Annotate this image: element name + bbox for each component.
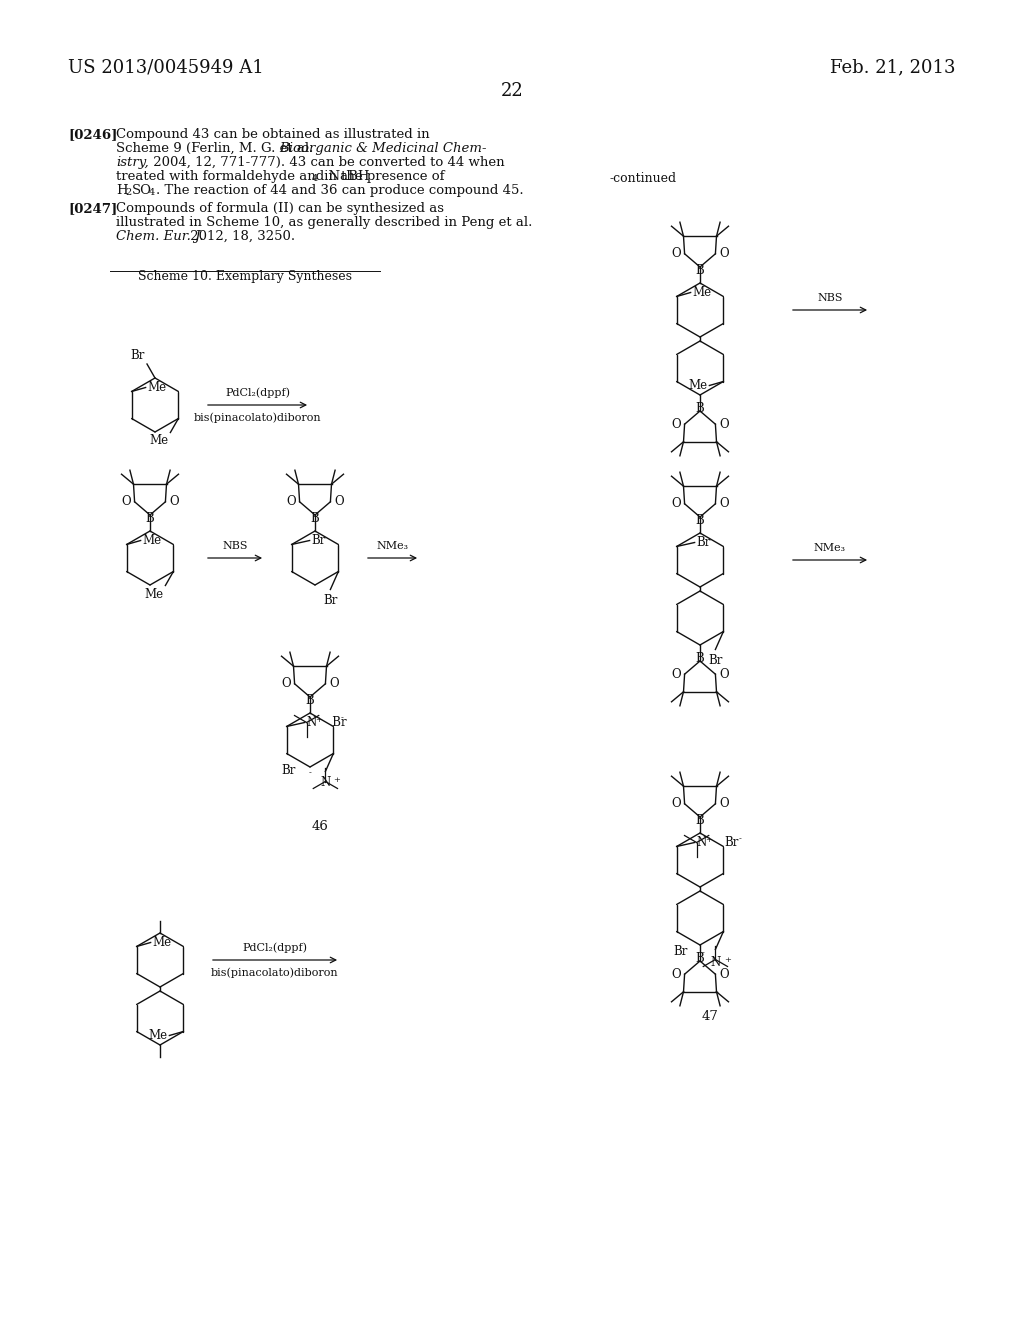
- Text: PdCl₂(dppf): PdCl₂(dppf): [225, 388, 290, 399]
- Text: in the presence of: in the presence of: [319, 170, 444, 183]
- Text: Me: Me: [148, 1030, 167, 1041]
- Text: N: N: [711, 956, 721, 969]
- Text: H: H: [116, 183, 128, 197]
- Text: O: O: [671, 498, 681, 511]
- Text: 47: 47: [701, 1010, 719, 1023]
- Text: istry,: istry,: [116, 156, 148, 169]
- Text: B: B: [695, 652, 705, 664]
- Text: Me: Me: [692, 286, 712, 300]
- Text: NMe₃: NMe₃: [377, 541, 409, 550]
- Text: O: O: [720, 968, 729, 981]
- Text: Compound 43 can be obtained as illustrated in: Compound 43 can be obtained as illustrat…: [116, 128, 430, 141]
- Text: +: +: [724, 957, 731, 965]
- Text: bis(pinacolato)diboron: bis(pinacolato)diboron: [194, 412, 322, 422]
- Text: +: +: [334, 776, 340, 784]
- Text: O: O: [720, 668, 729, 681]
- Text: NBS: NBS: [817, 293, 843, 304]
- Text: Br: Br: [131, 348, 145, 362]
- Text: 4: 4: [150, 187, 156, 197]
- Text: -: -: [701, 949, 705, 957]
- Text: O: O: [286, 495, 296, 508]
- Text: N: N: [321, 776, 331, 788]
- Text: O: O: [121, 495, 131, 508]
- Text: 2004, 12, 771-777). 43 can be converted to 44 when: 2004, 12, 771-777). 43 can be converted …: [150, 156, 505, 169]
- Text: 22: 22: [501, 82, 523, 100]
- Text: B: B: [695, 513, 705, 527]
- Text: O: O: [671, 668, 681, 681]
- Text: [0247]: [0247]: [68, 202, 118, 215]
- Text: O: O: [720, 247, 729, 260]
- Text: O: O: [720, 498, 729, 511]
- Text: Feb. 21, 2013: Feb. 21, 2013: [830, 58, 956, 77]
- Text: 4: 4: [312, 174, 318, 183]
- Text: Chem. Eur. J.: Chem. Eur. J.: [116, 230, 204, 243]
- Text: -continued: -continued: [610, 172, 677, 185]
- Text: O: O: [671, 417, 681, 430]
- Text: Me: Me: [153, 936, 172, 949]
- Text: Br: Br: [324, 594, 338, 606]
- Text: N: N: [696, 836, 707, 849]
- Text: B: B: [695, 813, 705, 826]
- Text: Br: Br: [709, 653, 723, 667]
- Text: O: O: [169, 495, 179, 508]
- Text: Br: Br: [725, 836, 739, 849]
- Text: SO: SO: [132, 183, 152, 197]
- Text: NBS: NBS: [222, 541, 248, 550]
- Text: bis(pinacolato)diboron: bis(pinacolato)diboron: [211, 968, 339, 978]
- Text: Scheme 9 (Ferlin, M. G. et al.: Scheme 9 (Ferlin, M. G. et al.: [116, 143, 317, 154]
- Text: NMe₃: NMe₃: [814, 543, 846, 553]
- Text: treated with formaldehyde and NaBH: treated with formaldehyde and NaBH: [116, 170, 370, 183]
- Text: Br: Br: [696, 536, 711, 549]
- Text: [0246]: [0246]: [68, 128, 118, 141]
- Text: O: O: [281, 677, 291, 690]
- Text: Me: Me: [144, 587, 164, 601]
- Text: Compounds of formula (II) can be synthesized as: Compounds of formula (II) can be synthes…: [116, 202, 444, 215]
- Text: US 2013/0045949 A1: US 2013/0045949 A1: [68, 58, 264, 77]
- Text: B: B: [695, 401, 705, 414]
- Text: Scheme 10. Exemplary Syntheses: Scheme 10. Exemplary Syntheses: [138, 271, 352, 282]
- Text: O: O: [671, 968, 681, 981]
- Text: +: +: [315, 715, 323, 723]
- Text: Br: Br: [281, 764, 295, 777]
- Text: 2012, 18, 3250.: 2012, 18, 3250.: [186, 230, 295, 243]
- Text: Me: Me: [147, 381, 167, 393]
- Text: O: O: [671, 797, 681, 810]
- Text: B: B: [695, 952, 705, 965]
- Text: +: +: [706, 836, 713, 843]
- Text: Me: Me: [150, 434, 168, 447]
- Text: B: B: [145, 511, 155, 524]
- Text: O: O: [671, 247, 681, 260]
- Text: B: B: [310, 511, 319, 524]
- Text: 46: 46: [311, 820, 329, 833]
- Text: -: -: [738, 836, 741, 843]
- Text: -: -: [341, 714, 343, 722]
- Text: Bioorganic & Medicinal Chem-: Bioorganic & Medicinal Chem-: [279, 143, 486, 154]
- Text: illustrated in Scheme 10, as generally described in Peng et al.: illustrated in Scheme 10, as generally d…: [116, 216, 532, 228]
- Text: 2: 2: [125, 187, 131, 197]
- Text: O: O: [330, 677, 339, 690]
- Text: N: N: [306, 715, 316, 729]
- Text: Me: Me: [688, 379, 708, 392]
- Text: Br: Br: [311, 535, 326, 546]
- Text: B: B: [695, 264, 705, 276]
- Text: O: O: [720, 797, 729, 810]
- Text: Me: Me: [142, 535, 162, 546]
- Text: Br: Br: [321, 715, 346, 729]
- Text: Br: Br: [673, 945, 687, 958]
- Text: O: O: [335, 495, 344, 508]
- Text: . The reaction of 44 and 36 can produce compound 45.: . The reaction of 44 and 36 can produce …: [156, 183, 523, 197]
- Text: B: B: [305, 693, 314, 706]
- Text: -: -: [308, 770, 311, 777]
- Text: PdCl₂(dppf): PdCl₂(dppf): [243, 942, 307, 953]
- Text: O: O: [720, 417, 729, 430]
